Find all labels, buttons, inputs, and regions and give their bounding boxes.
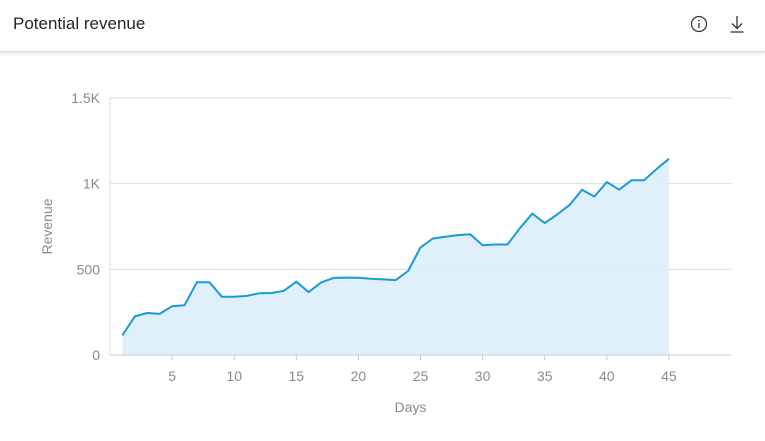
revenue-area [122,158,669,355]
x-tick-label: 5 [168,368,176,384]
x-tick-label: 35 [537,368,553,384]
download-button[interactable] [725,12,749,36]
x-axis-ticks: 5 10 15 20 25 30 35 40 45 [168,355,677,384]
y-tick-label: 500 [77,261,101,277]
revenue-line [121,158,670,336]
x-tick-label: 25 [413,368,429,384]
info-button[interactable] [687,12,711,36]
y-tick-label: 1.5K [71,90,100,106]
x-tick-label: 20 [351,368,367,384]
x-tick-label: 10 [226,368,242,384]
x-tick-label: 45 [661,368,677,384]
y-axis-ticks: 0 500 1K 1.5K [71,90,100,363]
x-tick-label: 30 [475,368,491,384]
y-tick-label: 1K [83,176,101,192]
download-icon [730,16,744,33]
info-icon [690,15,708,33]
x-axis-label: Days [395,399,427,415]
x-tick-label: 15 [289,368,305,384]
x-tick-label: 40 [599,368,615,384]
y-tick-label: 0 [92,347,100,363]
y-axis-label: Revenue [39,198,55,254]
card-title: Potential revenue [13,14,146,33]
card-header: Potential revenue [0,0,765,52]
